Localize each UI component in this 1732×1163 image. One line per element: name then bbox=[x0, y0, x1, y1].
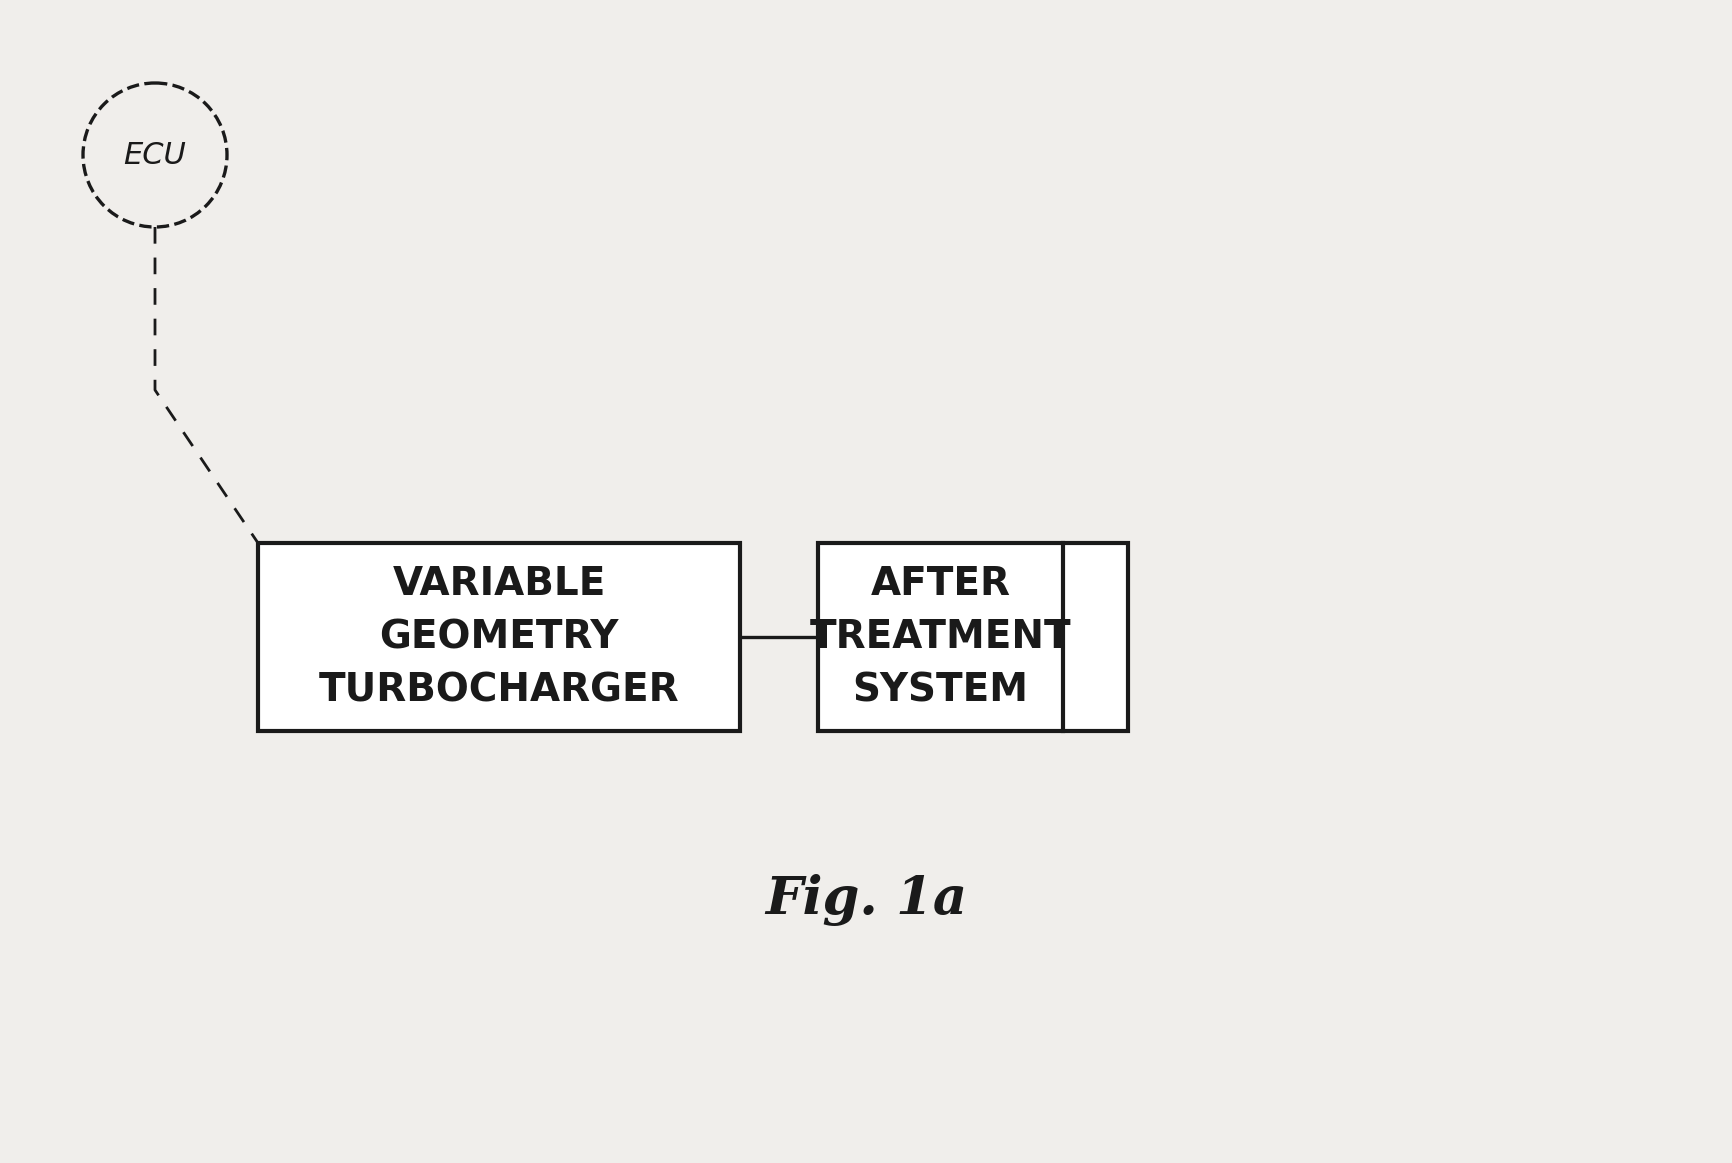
Text: AFTER
TREATMENT
SYSTEM: AFTER TREATMENT SYSTEM bbox=[809, 565, 1072, 709]
Text: ECU: ECU bbox=[123, 141, 187, 170]
Bar bbox=[818, 543, 1128, 732]
Text: Fig. 1a: Fig. 1a bbox=[766, 875, 966, 926]
Bar bbox=[258, 543, 740, 732]
Text: VARIABLE
GEOMETRY
TURBOCHARGER: VARIABLE GEOMETRY TURBOCHARGER bbox=[319, 565, 679, 709]
